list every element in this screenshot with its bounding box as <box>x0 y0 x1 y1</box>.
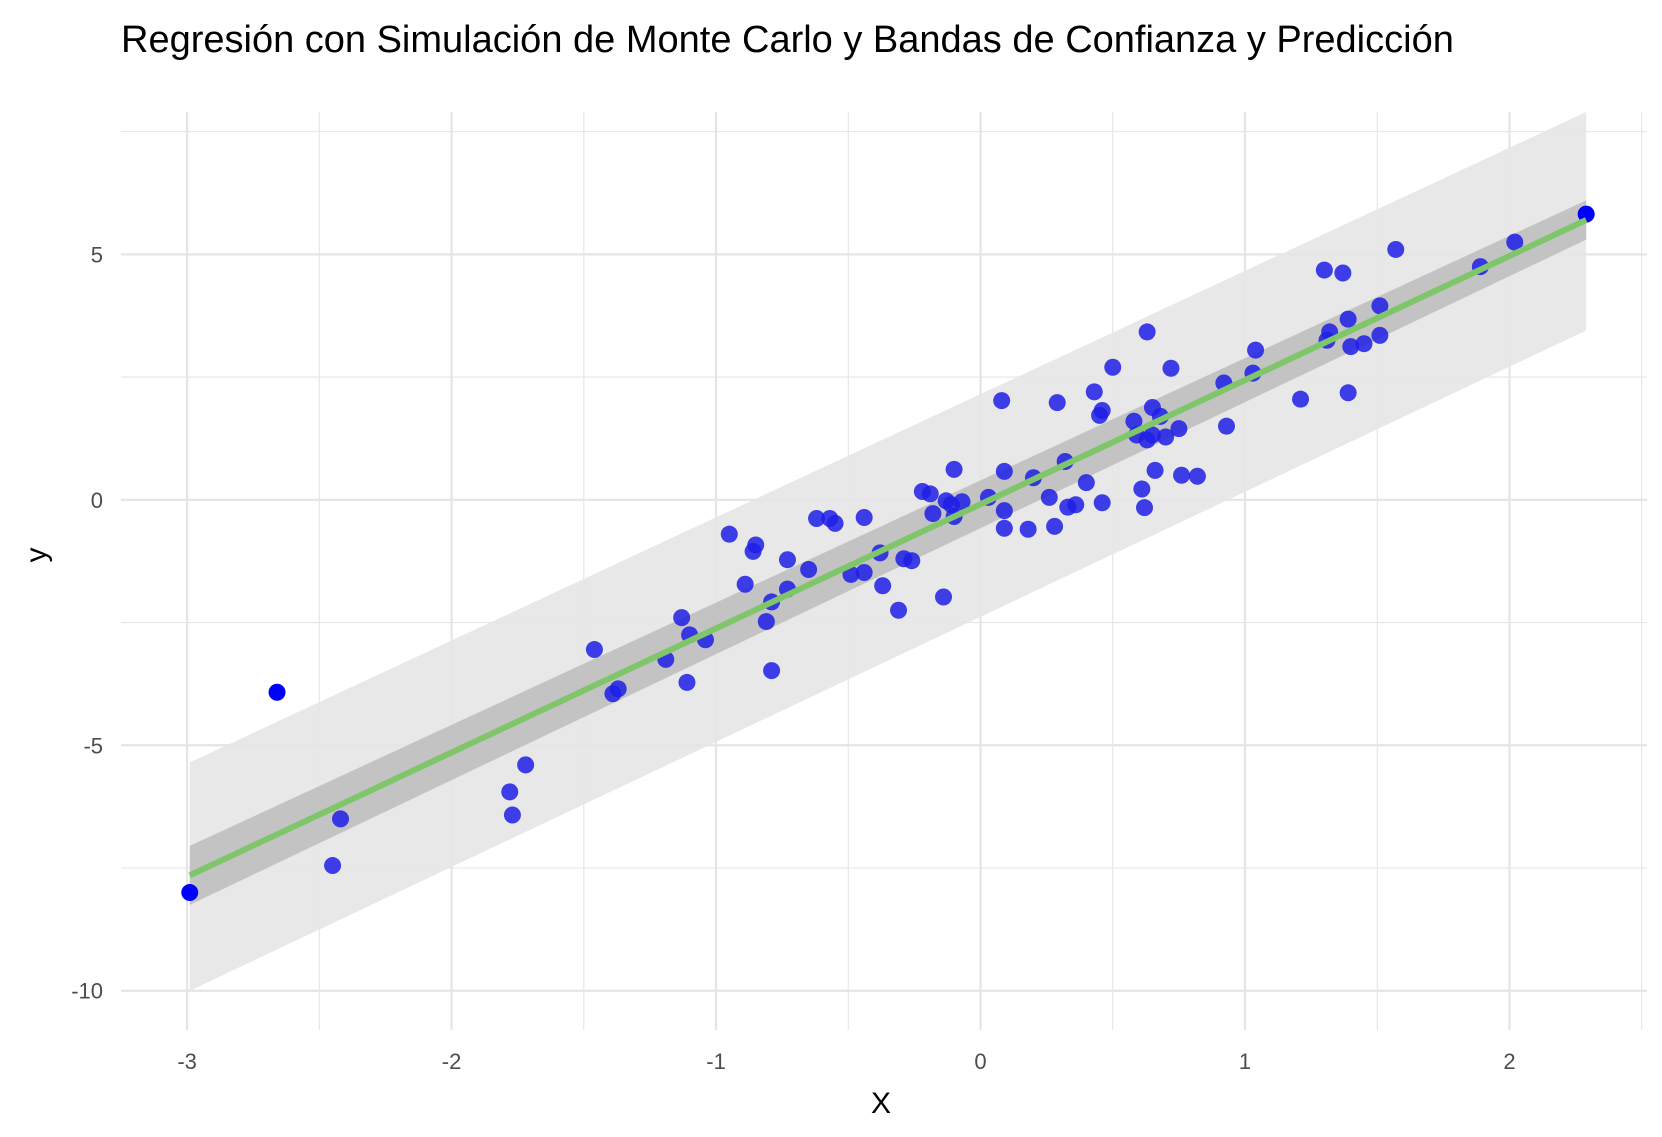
x-tick-label: -1 <box>706 1049 726 1074</box>
y-tick-label: -10 <box>71 979 103 1004</box>
x-tick-label: 2 <box>1503 1049 1515 1074</box>
data-point <box>1046 517 1064 535</box>
data-point <box>1292 390 1310 408</box>
y-tick-label: 0 <box>91 488 103 513</box>
data-point <box>1162 359 1180 377</box>
data-point <box>1173 466 1191 484</box>
data-point <box>1247 341 1265 359</box>
data-point <box>826 514 844 532</box>
data-point <box>800 561 818 579</box>
data-point <box>1093 494 1111 512</box>
data-point <box>324 857 342 875</box>
x-axis-title: X <box>871 1087 891 1120</box>
data-point <box>1339 384 1357 402</box>
data-point <box>890 601 908 619</box>
fit-line-layer <box>188 217 1588 879</box>
chart-title: Regresión con Simulación de Monte Carlo … <box>121 19 1454 61</box>
data-point <box>1371 297 1389 315</box>
data-point <box>1067 496 1085 514</box>
data-point <box>855 563 873 581</box>
data-point <box>921 485 939 503</box>
data-point <box>945 460 963 478</box>
data-point-highlight <box>1577 205 1595 223</box>
data-point <box>903 552 921 570</box>
data-point <box>503 806 521 824</box>
data-point <box>855 508 873 526</box>
points-layer <box>181 205 1595 902</box>
data-point <box>993 392 1011 410</box>
data-point <box>935 588 953 606</box>
data-point <box>1315 261 1333 279</box>
data-point <box>1125 412 1143 430</box>
data-point <box>1136 499 1154 517</box>
data-point <box>1342 338 1360 356</box>
data-point <box>609 680 627 698</box>
data-point <box>736 575 754 593</box>
data-point <box>517 756 535 774</box>
data-point <box>1085 383 1103 401</box>
x-tick-label: -3 <box>177 1049 197 1074</box>
data-point <box>332 810 350 828</box>
data-point <box>1093 401 1111 419</box>
data-point <box>1339 310 1357 328</box>
data-point <box>808 509 826 527</box>
data-point <box>585 641 603 659</box>
data-point <box>720 525 738 543</box>
x-tick-labels: -3 -2 -1 0 1 2 <box>177 1049 1515 1074</box>
data-point <box>1104 358 1122 376</box>
data-point <box>1040 488 1058 506</box>
data-point <box>995 502 1013 520</box>
data-point <box>778 551 796 569</box>
data-point <box>1387 240 1405 258</box>
data-point <box>995 519 1013 537</box>
data-point <box>924 505 942 523</box>
data-point <box>1170 420 1188 438</box>
x-tick-label: 1 <box>1239 1049 1251 1074</box>
data-point <box>1355 335 1373 353</box>
data-point <box>995 462 1013 480</box>
data-point <box>1217 417 1235 435</box>
data-point-highlight <box>181 884 199 902</box>
data-point <box>1138 323 1156 341</box>
x-tick-label: -2 <box>442 1049 462 1074</box>
data-point <box>673 609 691 627</box>
y-tick-label: 5 <box>91 242 103 267</box>
y-tick-labels: -10 -5 0 5 <box>71 242 103 1003</box>
y-tick-label: -5 <box>83 733 103 758</box>
data-point <box>757 613 775 631</box>
regression-fit-line <box>188 217 1588 879</box>
data-point <box>1048 394 1066 412</box>
plot-panel <box>121 112 1647 1030</box>
data-point <box>1188 467 1206 485</box>
data-point <box>763 662 781 680</box>
data-point <box>1146 461 1164 479</box>
data-point <box>874 577 892 595</box>
data-point <box>1506 233 1524 251</box>
data-point <box>678 673 696 691</box>
data-point <box>953 493 971 511</box>
data-point <box>1019 520 1037 538</box>
data-point <box>1133 480 1151 498</box>
data-point <box>1143 426 1161 444</box>
data-point-highlight <box>268 683 286 701</box>
data-point <box>1371 326 1389 344</box>
data-point <box>501 783 519 801</box>
data-point <box>1077 474 1095 492</box>
y-axis-title: y <box>20 548 53 563</box>
data-point <box>1157 428 1175 446</box>
data-point <box>1334 264 1352 282</box>
data-point <box>747 536 765 554</box>
x-tick-label: 0 <box>974 1049 986 1074</box>
